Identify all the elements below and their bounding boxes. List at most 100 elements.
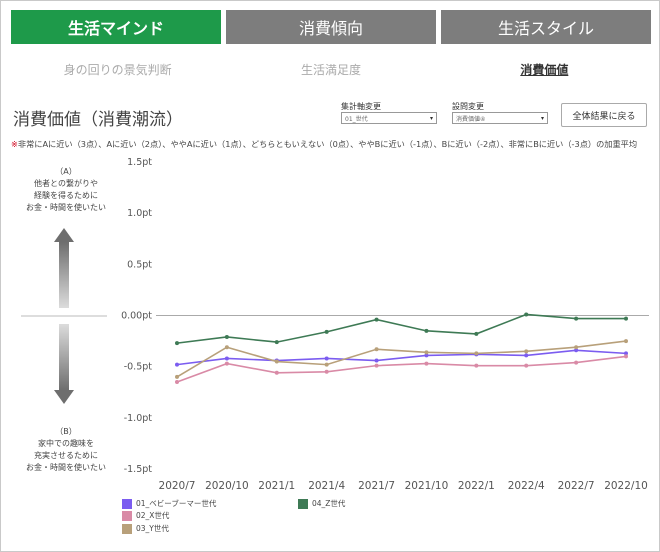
y-tick-label: -0.5pt [124,362,153,373]
note-text: 非常にAに近い（3点）、Aに近い（2点）、ややAに近い（1点）、どちらともいえな… [17,139,638,149]
question-change-label: 設問変更 [452,102,484,111]
data-point [224,356,229,361]
series-line-4 [176,313,626,344]
x-tick-label: 2020/7 [159,480,196,492]
data-point [624,339,628,344]
side-b-line: 充実させるために [34,451,98,460]
y-tick-label: 1.0pt [127,208,152,219]
data-point [374,317,379,322]
data-point [374,347,379,352]
x-tick-label: 2022/1 [458,480,495,492]
data-point [224,334,229,339]
chevron-down-icon: ▾ [429,114,433,122]
data-point [424,328,429,333]
legend-item[interactable]: 04_Z世代 [298,498,345,509]
data-point [574,345,579,350]
subtab-consumption-value[interactable]: 消費価値 [520,63,569,77]
tab-lifestyle[interactable]: 生活スタイル [441,10,651,44]
x-tick-label: 2021/4 [308,480,345,492]
legend-swatch [122,498,132,509]
axis-arrow-graphic [21,228,107,404]
legend-swatch [298,498,308,509]
data-point [424,361,429,366]
data-point [524,353,529,358]
data-point [474,351,479,356]
side-b-line: 家中での趣味を [38,439,94,448]
data-point [324,356,329,361]
legend-label: 04_Z世代 [312,499,346,508]
series-line-3 [176,340,627,378]
axis-change-label: 集計軸変更 [341,102,381,111]
legend-swatch [122,523,132,534]
data-point [274,359,279,364]
y-tick-label: 0.00pt [121,311,152,322]
side-a-title: （A） [55,167,77,176]
x-tick-label: 2021/1 [258,480,295,492]
x-tick-label: 2022/7 [558,480,595,492]
question-select-value: 消費価値④ [456,115,486,123]
subtab-economy-judgement[interactable]: 身の回りの景気判断 [63,63,172,77]
side-label-a: （A） 他者との繋がりや 経験を得るために お金・時間を使いたい [11,166,121,214]
y-tick-label: 0.5pt [127,259,152,270]
main-tabs: 生活マインド 消費傾向 生活スタイル [11,10,651,44]
side-a-line: 他者との繋がりや [34,179,98,188]
data-point [374,363,379,368]
chart-legend: 01_ベビーブーマー世代 02_X世代 03_Y世代 04_Z世代 [122,498,422,538]
legend-item[interactable]: 01_ベビーブーマー世代 [122,498,216,509]
x-tick-label: 2021/10 [405,480,449,492]
series-line-2 [176,355,627,383]
data-point [324,329,329,334]
line-chart: 1.5pt 1.0pt 0.5pt 0.00pt -0.5pt -1.0pt -1.5pt 2… [121,157,649,492]
scoring-note: ※非常にAに近い（3点）、Aに近い（2点）、ややAに近い（1点）、どちらともいえ… [11,138,637,150]
data-point [175,362,179,367]
data-point [574,360,579,365]
note-mark: ※ [11,139,18,149]
tab-consumption-trend[interactable]: 消費傾向 [226,10,436,44]
data-point [424,353,429,358]
legend-swatch [122,510,132,521]
x-tick-label: 2021/7 [358,480,395,492]
y-tick-label: -1.5pt [124,464,153,475]
data-point [324,369,329,374]
data-point [175,380,179,385]
data-point [624,351,628,356]
side-label-b: （B） 家中での趣味を 充実させるために お金・時間を使いたい [11,426,121,474]
page-title: 消費価値（消費潮流） [13,110,183,130]
tab-life-mind[interactable]: 生活マインド [11,10,221,44]
legend-item[interactable]: 03_Y世代 [122,523,169,534]
side-b-title: （B） [55,427,77,436]
data-point [524,349,529,354]
legend-label: 01_ベビーブーマー世代 [136,499,217,508]
side-a-line: 経験を得るために [34,191,98,200]
legend-item[interactable]: 02_X世代 [122,510,169,521]
data-point [474,331,479,336]
side-a-line: お金・時間を使いたい [26,203,106,212]
reset-to-all-button[interactable]: 全体結果に戻る [561,103,647,127]
up-arrow-icon [54,228,74,308]
data-point [574,348,579,353]
question-select[interactable]: 消費価値④ ▾ [452,112,548,124]
axis-select-value: 01_世代 [345,115,368,123]
data-point [224,345,229,350]
side-b-line: お金・時間を使いたい [26,463,106,472]
x-tick-label: 2020/10 [205,480,249,492]
data-point [374,358,379,363]
data-point [574,316,579,321]
data-point [274,340,279,345]
down-arrow-icon [54,324,74,404]
data-point [424,350,429,355]
data-point [274,370,279,375]
y-tick-label: 1.5pt [127,157,152,168]
x-tick-label: 2022/4 [508,480,545,492]
data-point [224,361,229,366]
subtab-life-satisfaction[interactable]: 生活満足度 [300,63,361,77]
legend-label: 02_X世代 [136,511,170,520]
data-point [624,354,628,359]
chevron-down-icon: ▾ [540,114,544,122]
data-point [175,341,179,346]
series-line-1 [176,349,627,366]
data-point [175,374,179,379]
data-point [524,363,529,368]
axis-select[interactable]: 01_世代 ▾ [341,112,437,124]
